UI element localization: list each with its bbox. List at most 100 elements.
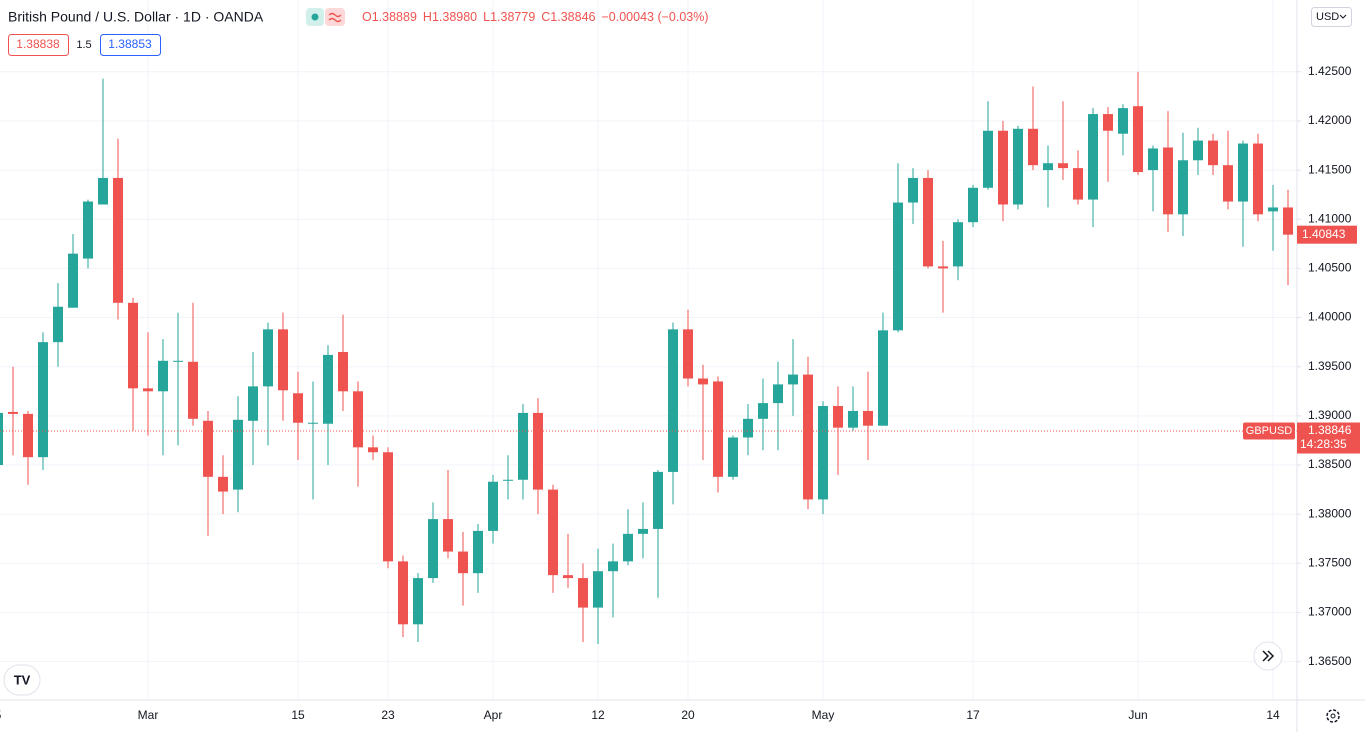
- candle-body: [218, 476, 228, 492]
- candle-body: [668, 329, 678, 472]
- candle-body: [428, 519, 438, 579]
- candle-body: [143, 388, 153, 392]
- candle-body: [1028, 128, 1038, 166]
- candle-body: [503, 479, 513, 481]
- y-tick-label: 1.38500: [1308, 457, 1352, 471]
- candle-body: [698, 378, 708, 385]
- settings-icon[interactable]: [1326, 709, 1340, 723]
- candle-body: [458, 551, 468, 574]
- logo-button[interactable]: [3, 664, 41, 696]
- candle-body: [518, 412, 528, 480]
- candle-body: [53, 306, 63, 343]
- legend-item: H1.38980: [423, 10, 477, 24]
- candle-body: [308, 422, 318, 424]
- sell-box[interactable]: [8, 34, 69, 56]
- candle-body: [863, 410, 873, 426]
- y-tick-label: 1.37500: [1308, 556, 1352, 570]
- candle-body: [623, 533, 633, 562]
- scroll-icon: [1262, 650, 1275, 662]
- candle-body: [443, 519, 453, 552]
- y-tick-label: 1.38000: [1308, 506, 1352, 520]
- candle-body: [398, 561, 408, 625]
- x-tick-label: 14: [1266, 708, 1280, 722]
- candle-body: [248, 386, 258, 421]
- candle-body: [233, 419, 243, 490]
- ask-price: 1.38853: [108, 37, 152, 51]
- candle-body: [1118, 108, 1128, 134]
- candle-body: [1148, 148, 1158, 171]
- current-price-label: 1.38846: [1308, 423, 1352, 437]
- y-tick-label: 1.42000: [1308, 113, 1352, 127]
- candle-body: [173, 360, 183, 362]
- price-box: [1297, 422, 1360, 454]
- candle-body: [383, 452, 393, 562]
- y-tick-label: 1.40000: [1308, 310, 1352, 324]
- candle-body: [578, 578, 588, 608]
- candle-body: [98, 177, 108, 205]
- symbol-label: GBPUSD: [1246, 425, 1293, 437]
- y-tick-label: 1.37000: [1308, 605, 1352, 619]
- chevron: [1339, 14, 1347, 19]
- candle-body: [608, 561, 618, 572]
- candle-body: [1223, 165, 1233, 202]
- candle-body: [683, 329, 693, 379]
- candle-body: [158, 360, 168, 392]
- candle-body: [818, 406, 828, 500]
- currency-button[interactable]: [1311, 7, 1352, 27]
- x-tick-label: Apr: [484, 708, 503, 722]
- y-tick-label: 1.41000: [1308, 211, 1352, 225]
- y-tick-label: 1.41500: [1308, 162, 1352, 176]
- y-tick-label: 1.42500: [1308, 64, 1352, 78]
- candle-body: [293, 393, 303, 423]
- status-icon[interactable]: [325, 8, 345, 26]
- last-price-label: 1.40843: [1302, 227, 1346, 241]
- candle-body: [908, 177, 918, 203]
- candle-body: [878, 330, 888, 426]
- candle-body: [833, 406, 843, 428]
- legend-item: O1.38889: [362, 10, 417, 24]
- candle-body: [0, 412, 3, 466]
- x-tick-label: 23: [381, 708, 395, 722]
- y-tick-label: 1.36500: [1308, 654, 1352, 668]
- candle-body: [473, 530, 483, 574]
- y-tick-label: 1.40500: [1308, 261, 1352, 275]
- candle-body: [38, 342, 48, 458]
- candle-body: [728, 437, 738, 477]
- chart-title: British Pound / U.S. Dollar · 1D · OANDA: [8, 9, 264, 25]
- settings-icon-center: [1330, 713, 1336, 719]
- buy-box[interactable]: [100, 34, 161, 56]
- candle-body: [1058, 163, 1068, 169]
- x-tick-label: 5: [0, 708, 2, 722]
- candle-body: [893, 202, 903, 331]
- candle-body: [23, 413, 33, 458]
- last-price-box: [1297, 225, 1357, 244]
- candle-body: [1238, 143, 1248, 202]
- y-tick-label: 1.39000: [1308, 408, 1352, 422]
- candle-body: [1268, 207, 1278, 212]
- candle-body: [8, 411, 18, 414]
- legend-item: L1.38779: [483, 10, 535, 24]
- wave-icon: [328, 12, 342, 23]
- candle-body: [188, 361, 198, 419]
- candle-body: [1088, 114, 1098, 200]
- candle-body: [83, 201, 93, 259]
- countdown: 14:28:35: [1300, 437, 1347, 451]
- candle-body: [368, 447, 378, 453]
- candle-body: [1073, 168, 1083, 200]
- candle-body: [923, 177, 933, 267]
- x-tick-label: 12: [591, 708, 605, 722]
- spread: 1.5: [76, 39, 91, 51]
- candle-body: [758, 403, 768, 419]
- candle-body: [743, 418, 753, 438]
- candle-body: [203, 420, 213, 477]
- legend-item: −0.00043 (−0.03%): [602, 10, 709, 24]
- candle-body: [1133, 106, 1143, 173]
- bid-price: 1.38838: [16, 37, 60, 51]
- candle-body: [68, 253, 78, 308]
- candle-body: [803, 374, 813, 500]
- candle-body: [788, 374, 798, 385]
- x-tick-label: May: [812, 708, 835, 722]
- candle-body: [278, 329, 288, 391]
- candle-body: [1178, 160, 1188, 215]
